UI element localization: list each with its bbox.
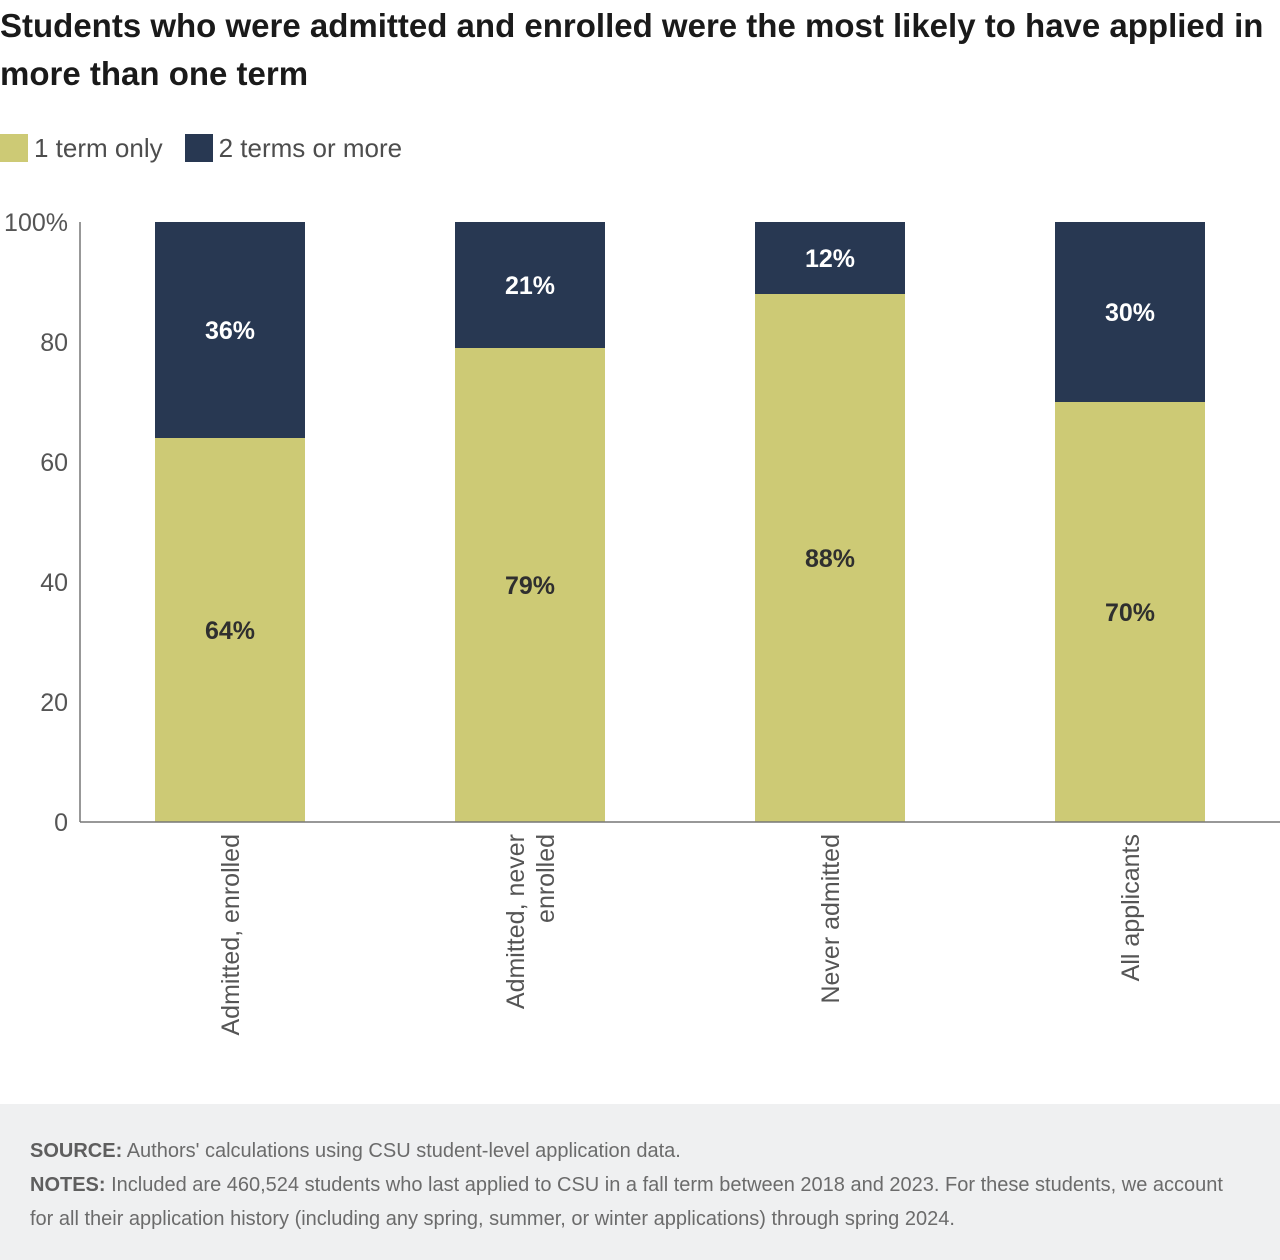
legend-swatch-2-terms: [184, 134, 213, 162]
bar-segment-two-terms: [1055, 222, 1205, 402]
source-text: Authors' calculations using CSU student-…: [126, 1140, 681, 1162]
y-tick-label: 40: [40, 569, 68, 597]
footer: SOURCE: Authors' calculations using CSU …: [0, 1104, 1280, 1260]
data-label: 12%: [805, 245, 855, 273]
y-tick-label: 60: [40, 449, 68, 477]
x-category-label-line: Never admitted: [817, 834, 845, 1004]
x-category-label-line: All applicants: [1117, 834, 1145, 981]
bar-segment-one-term: [155, 438, 305, 822]
x-category-label-line: Admitted, never: [502, 834, 530, 1009]
x-category-label: Admitted, never enrolled: [502, 834, 560, 1009]
y-tick-label: 0: [54, 809, 68, 837]
x-category-label: Admitted, enrolled: [217, 834, 245, 1036]
x-category-label-line: enrolled: [532, 834, 560, 923]
x-category-label: All applicants: [1117, 834, 1145, 981]
y-tick-label: 100%: [4, 209, 68, 237]
chart-title: Students who were admitted and enrolled …: [0, 7, 1264, 92]
x-category-label-line: Admitted, enrolled: [217, 834, 245, 1036]
data-label: 36%: [205, 317, 255, 345]
legend-item-2-terms: 2 terms or more: [184, 132, 403, 164]
data-label: 79%: [505, 572, 555, 600]
legend: 1 term only 2 terms or more: [0, 130, 424, 166]
x-category-label: Never admitted: [817, 834, 845, 1004]
source-line: SOURCE: Authors' calculations using CSU …: [30, 1134, 1250, 1168]
bar-segment-one-term: [455, 348, 605, 822]
data-label: 30%: [1105, 299, 1155, 327]
bar-segment-two-terms: [455, 222, 605, 348]
bar-segment-two-terms: [755, 222, 905, 294]
data-label: 21%: [505, 272, 555, 300]
stacked-bar-chart: 0 20 40 60 80 100% 64% 36% Admitted, enrolled 79%…: [4, 209, 1280, 1036]
notes-label: NOTES:: [30, 1174, 106, 1196]
bar-segment-one-term: [755, 294, 905, 822]
bar-segment-two-terms: [155, 222, 305, 438]
data-label: 88%: [805, 545, 855, 573]
notes-line: NOTES: Included are 460,524 students who…: [30, 1168, 1250, 1236]
bar-segment-one-term: [1055, 402, 1205, 822]
y-tick-label: 20: [40, 689, 68, 717]
y-tick-label: 80: [40, 329, 68, 357]
legend-swatch-1-term: [0, 134, 28, 162]
data-label: 70%: [1105, 599, 1155, 627]
legend-label-1-term: 1 term only: [34, 132, 163, 163]
legend-label-2-terms: 2 terms or more: [218, 132, 403, 163]
legend-item-1-term: 1 term only: [0, 133, 163, 164]
data-label: 64%: [205, 617, 255, 645]
notes-text: Included are 460,524 students who last a…: [30, 1174, 1223, 1230]
source-label: SOURCE:: [30, 1140, 123, 1162]
